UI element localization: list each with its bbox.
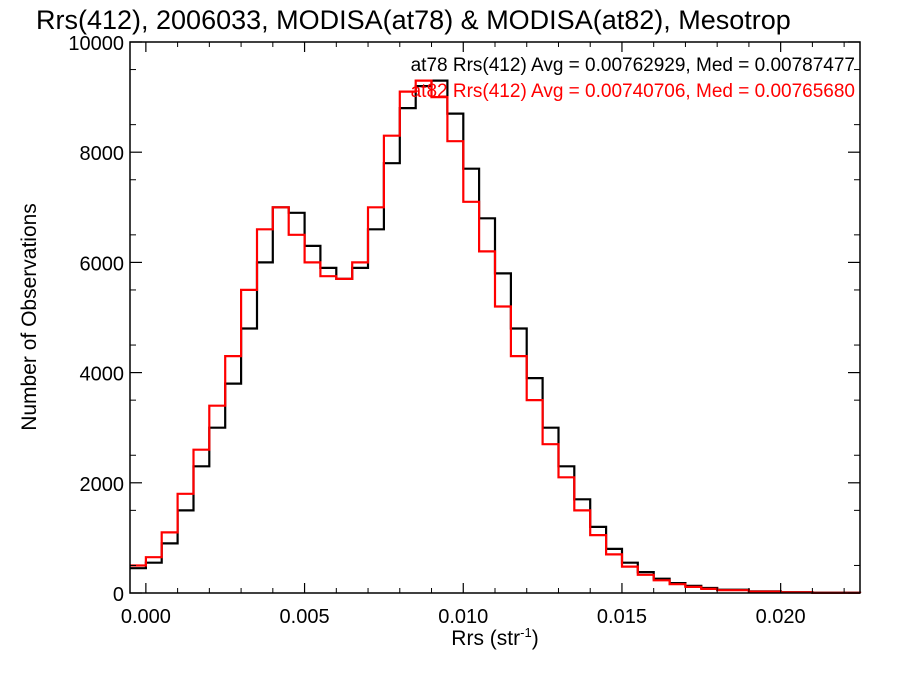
x-tick-label: 0.010 (438, 606, 488, 628)
y-tick-label: 4000 (80, 364, 125, 386)
plot-frame (129, 41, 861, 594)
ticks-layer: 0.000 0.005 0.010 0.015 0.020 0 2000 4000 6000 80… (68, 33, 860, 628)
x-axis-title-main: Rrs (str (451, 627, 520, 650)
chart-title: Rrs(412), 2006033, MODISA(at78) & MODISA… (36, 5, 791, 35)
y-tick-label: 6000 (80, 253, 125, 275)
x-tick-label: 0.000 (121, 606, 171, 628)
x-tick-label: 0.005 (280, 606, 330, 628)
y-tick-label: 8000 (80, 143, 125, 165)
legend-line-black: at78 Rrs(412) Avg = 0.00762929, Med = 0.… (411, 55, 855, 76)
y-axis-title: Number of Observations (18, 203, 41, 431)
series-line-1 (130, 79, 862, 594)
x-axis-title-sup: -1 (520, 625, 532, 640)
legend-line-red: at82 Rrs(412) Avg = 0.00740706, Med = 0.… (411, 81, 855, 102)
x-axis-title: Rrs (str-1) (451, 625, 538, 650)
legend: at78 Rrs(412) Avg = 0.00762929, Med = 0.… (411, 55, 855, 102)
series-layer (130, 79, 862, 594)
x-tick-label: 0.020 (756, 606, 806, 628)
y-tick-label: 0 (113, 584, 124, 606)
y-tick-label: 10000 (68, 33, 124, 55)
x-axis-title-tail: ) (532, 627, 539, 650)
x-tick-label: 0.015 (597, 606, 647, 628)
series-line-0 (130, 79, 862, 594)
y-tick-label: 2000 (80, 474, 125, 496)
